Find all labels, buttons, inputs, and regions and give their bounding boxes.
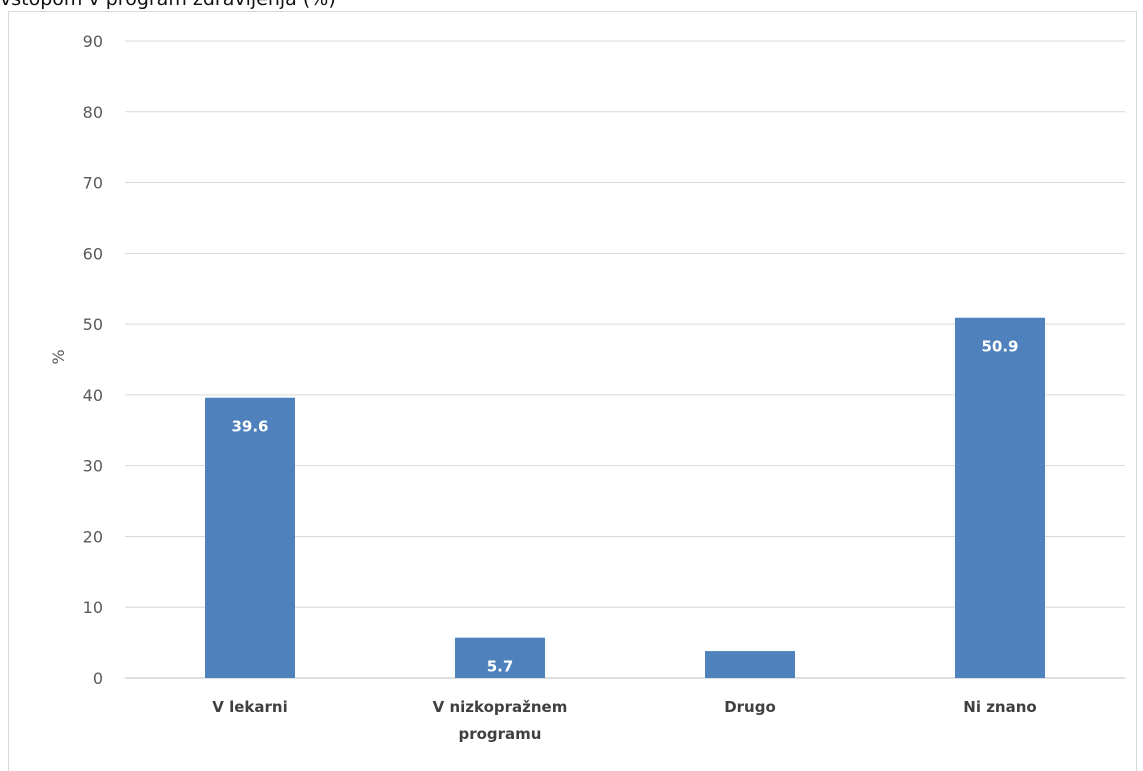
data-label-4: 50.9 xyxy=(981,338,1018,356)
bar-4 xyxy=(955,317,1045,678)
y-tick-30: 30 xyxy=(83,457,103,476)
y-tick-50: 50 xyxy=(83,315,103,334)
bars xyxy=(205,317,1045,678)
data-label-2: 5.7 xyxy=(487,658,514,676)
category-label-4: Ni znano xyxy=(963,698,1036,716)
y-tick-labels: 0 10 20 30 40 50 60 70 80 90 xyxy=(83,32,103,688)
data-label-1: 39.6 xyxy=(231,418,268,436)
category-label-2-line-2: programu xyxy=(458,725,541,743)
y-tick-40: 40 xyxy=(83,386,103,405)
y-axis-label: % xyxy=(49,349,68,364)
bar-1 xyxy=(205,397,295,678)
category-label-1: V lekarni xyxy=(212,698,287,716)
y-tick-10: 10 xyxy=(83,598,103,617)
chart-title: vstopom v program zdravljenja (%) xyxy=(0,0,336,10)
category-label-2-line-1: V nizkopražnem xyxy=(433,698,568,716)
y-tick-20: 20 xyxy=(83,527,103,546)
y-tick-60: 60 xyxy=(83,244,103,263)
y-tick-90: 90 xyxy=(83,32,103,51)
y-tick-70: 70 xyxy=(83,174,103,193)
bar-2 xyxy=(455,637,545,678)
chart-frame xyxy=(8,11,1137,771)
category-labels: V lekarni V nizkopražnem programu Drugo Ni z… xyxy=(212,698,1036,743)
bar-3 xyxy=(705,651,795,678)
y-tick-0: 0 xyxy=(93,669,103,688)
data-labels: 39.6 5.7 50.9 xyxy=(231,338,1018,676)
y-tick-80: 80 xyxy=(83,103,103,122)
category-label-3: Drugo xyxy=(724,698,776,716)
